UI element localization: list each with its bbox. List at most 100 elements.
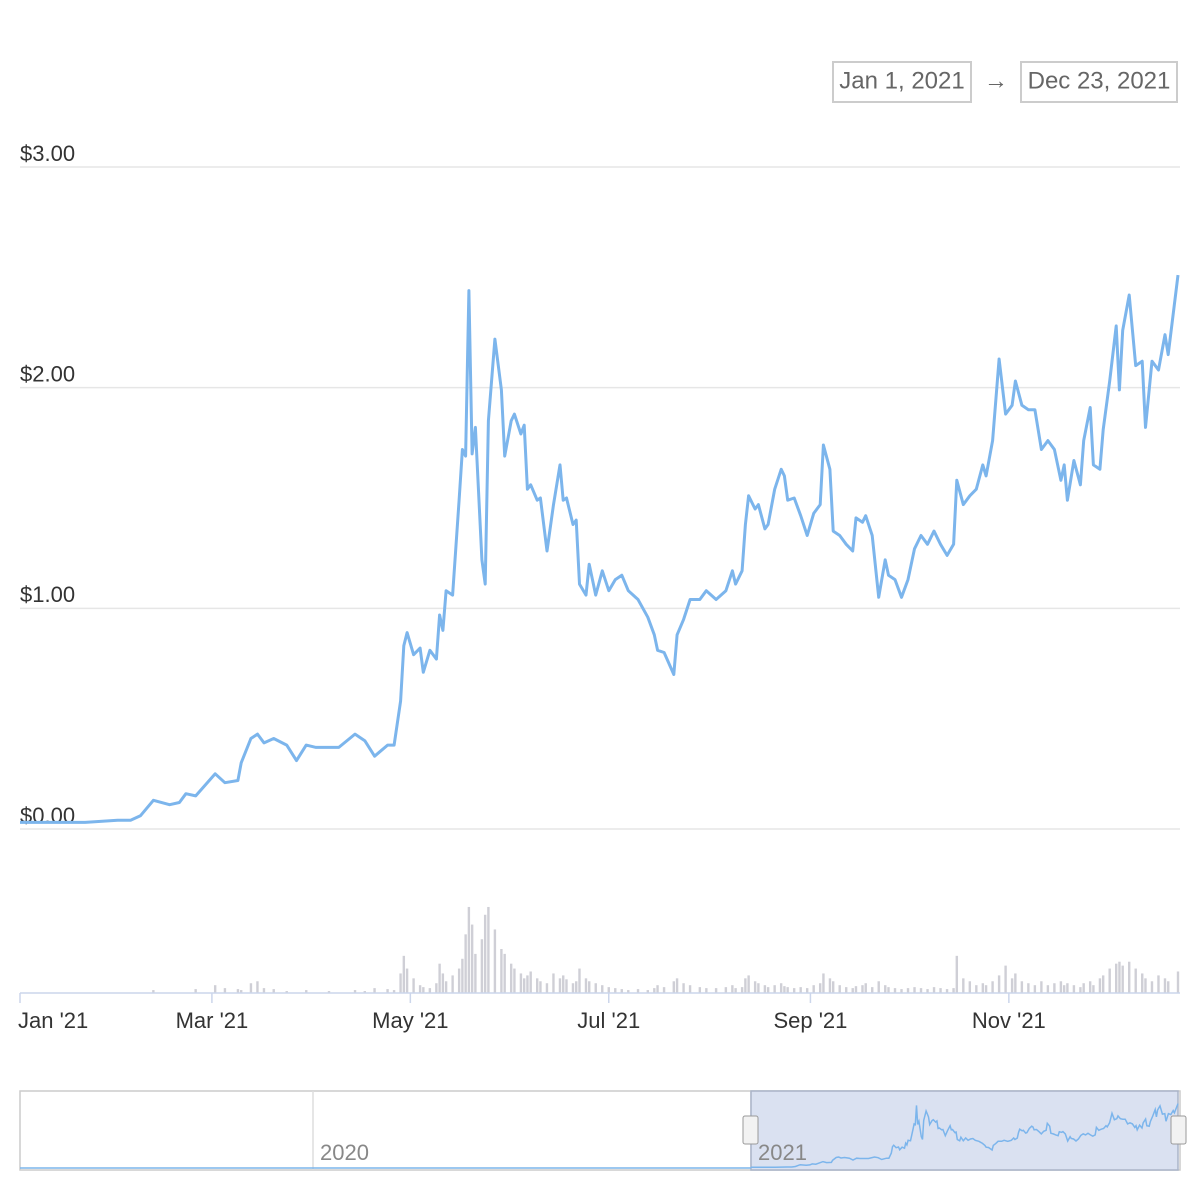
y-tick-label: $1.00 [20,582,75,607]
volume-bar [1144,978,1147,993]
volume-bar [734,988,737,993]
volume-bar [851,988,854,993]
volume-bar [353,990,357,993]
volume-bar [249,983,253,993]
navigator-handle[interactable] [742,1115,759,1145]
volume-bar [386,989,389,993]
volume-bar [1010,978,1014,993]
y-tick-label: $0.00 [20,803,75,828]
volume-bar [653,988,656,993]
volume-bar [399,973,402,993]
volume-bar [513,968,516,993]
x-tick-label: Sep '21 [773,1008,847,1033]
navigator-selection[interactable] [750,1090,1179,1171]
volume-bar [786,987,789,993]
volume-bar [474,953,477,993]
volume-bar [565,979,568,993]
volume-bar [272,989,275,993]
volume-bar [1092,985,1095,993]
volume-bar [822,973,825,993]
range-from[interactable]: Jan 1, 2021 [839,67,964,94]
volume-bar [467,906,471,993]
range-arrow: → [984,67,1008,94]
volume-bar [939,988,942,993]
volume-bar [305,990,308,993]
volume-bar [571,983,575,993]
x-tick-label: Jan '21 [18,1008,88,1033]
volume-bar [955,955,959,993]
volume-bar [256,981,259,993]
volume-bar [747,975,750,993]
volume-bar [1114,963,1118,993]
volume-bar [1062,985,1066,993]
volume-bar [991,981,994,993]
navigator-line [751,1103,1179,1168]
volume-bar [968,981,972,993]
volume-bar [1046,985,1050,993]
volume-bar [740,987,744,993]
volume-bar [805,988,809,993]
volume-bar [239,990,243,993]
y-tick-label: $2.00 [20,361,75,386]
volume-bar [757,983,760,993]
volume-bar [428,988,432,993]
volume-bar [575,981,578,993]
volume-bar [539,981,542,993]
range-from-box[interactable] [832,61,972,103]
range-to-box[interactable] [1020,61,1178,103]
volume-bar [493,929,497,993]
volume-bar [1157,975,1160,993]
volume-bar [1027,983,1030,993]
volume-bar [503,953,506,993]
volume-bar [926,989,929,993]
volume-bar [766,987,770,993]
volume-bar [405,968,409,993]
volume-bar [672,981,676,993]
volume-bar [483,914,487,993]
volume-bar [526,975,529,993]
y-tick-label: $3.00 [20,141,75,166]
volume-bar [871,987,874,993]
navigator-label: 2020 [320,1140,369,1165]
navigator-handle[interactable] [1170,1115,1187,1145]
volume-bar [636,989,640,993]
volume-bar [1059,981,1063,993]
volume-bar [893,988,897,993]
x-tick-label: May '21 [372,1008,448,1033]
volume-bar [818,983,822,993]
price-line [20,274,1180,824]
volume-bar [828,978,832,993]
volume-bar [435,983,438,993]
volume-bar [1118,961,1121,993]
volume-bar [919,988,923,993]
volume-bar [545,983,549,993]
volume-bar [662,987,666,993]
volume-bar [451,975,454,993]
volume-bar [1053,983,1056,993]
volume-bar [373,988,376,993]
x-tick-label: Mar '21 [176,1008,249,1033]
volume-bar [877,981,880,993]
volume-bar [682,983,685,993]
volume-bar [412,978,415,993]
volume-bar [714,988,718,993]
volume-bar [799,987,802,993]
volume-bar [500,949,503,993]
volume-bar [444,981,448,993]
volume-bar [1088,981,1092,993]
volume-bar [675,978,679,993]
volume-bar [1014,973,1017,993]
volume-bar [1098,978,1102,993]
volume-bar [509,963,513,993]
volume-bar [236,989,240,993]
volume-bar [529,971,532,993]
volume-bar [607,987,610,993]
range-to[interactable]: Dec 23, 2021 [1028,67,1171,94]
volume-bar [906,988,910,993]
volume-bar [614,988,617,993]
volume-bar [1150,981,1154,993]
volume-bar [854,986,858,993]
volume-bar [984,985,988,993]
volume-bar [753,981,757,993]
